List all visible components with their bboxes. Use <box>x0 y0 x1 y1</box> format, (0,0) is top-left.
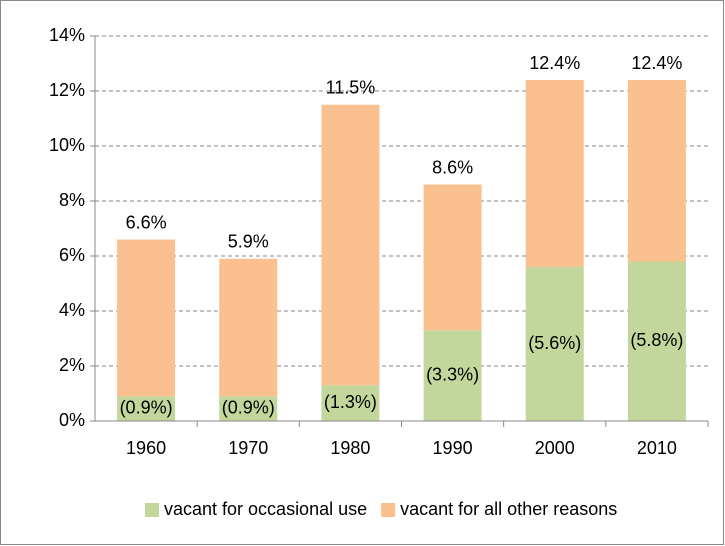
bar-segment <box>117 239 176 397</box>
total-label: 11.5% <box>326 78 376 98</box>
total-label: 5.9% <box>228 232 269 252</box>
data-label: (3.3%) <box>426 364 479 384</box>
y-tick-label: 6% <box>59 245 85 265</box>
bar-segment <box>321 385 380 421</box>
y-tick-label: 8% <box>59 190 85 210</box>
x-tick-label: 1990 <box>433 438 473 458</box>
x-tick-label: 2010 <box>637 438 677 458</box>
data-label: (0.9%) <box>120 397 173 417</box>
x-tick-label: 2000 <box>535 438 575 458</box>
total-label: 12.4% <box>631 53 682 73</box>
bar-segment <box>627 261 686 421</box>
total-label: 12.4% <box>529 53 580 73</box>
bar-segment <box>525 80 584 267</box>
legend-swatch <box>381 503 396 517</box>
x-tick-label: 1980 <box>330 438 370 458</box>
legend-label: vacant for occasional use <box>164 499 367 519</box>
legend-label: vacant for all other reasons <box>400 499 617 519</box>
y-tick-label: 12% <box>49 80 85 100</box>
bar-segment <box>117 396 176 421</box>
bar-segment <box>423 330 482 421</box>
bar-segment <box>219 396 278 421</box>
data-label: (1.3%) <box>324 392 377 412</box>
y-tick-label: 2% <box>59 355 85 375</box>
x-tick-label: 1970 <box>228 438 268 458</box>
bar-segment <box>219 258 278 397</box>
data-label: (5.6%) <box>528 333 581 353</box>
legend-swatch <box>145 503 159 517</box>
total-label: 6.6% <box>126 212 167 232</box>
data-label: (0.9%) <box>222 397 275 417</box>
bar-segment <box>423 184 482 331</box>
bar-segment <box>525 267 584 421</box>
x-tick-label: 1960 <box>126 438 166 458</box>
bar-segment <box>627 80 686 262</box>
y-tick-label: 0% <box>59 410 85 430</box>
y-tick-label: 4% <box>59 300 85 320</box>
total-label: 8.6% <box>432 157 473 177</box>
y-tick-label: 10% <box>49 135 85 155</box>
y-tick-label: 14% <box>49 25 85 45</box>
bar-segment <box>321 104 380 386</box>
data-label: (5.8%) <box>630 330 683 350</box>
